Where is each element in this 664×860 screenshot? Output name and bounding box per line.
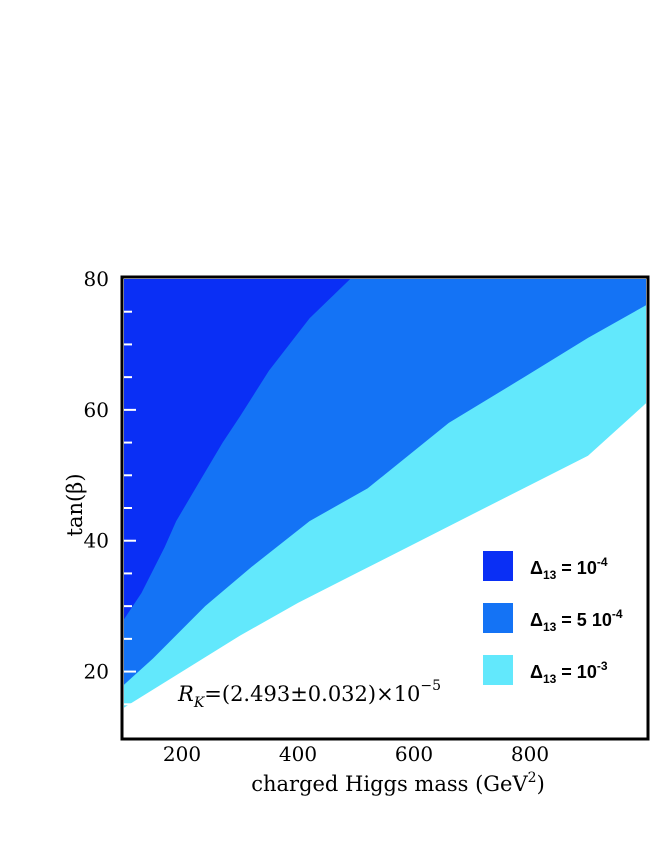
y-axis-label: tan(β) bbox=[63, 473, 87, 536]
x-tick-label: 800 bbox=[511, 742, 549, 766]
x-axis-label-sup: 2 bbox=[528, 770, 537, 786]
band-series-0 bbox=[124, 279, 646, 620]
legend: Δ13 = 10-4 Δ13 = 5 10-4 Δ13 = 10-3 bbox=[483, 551, 623, 686]
axis-ticks bbox=[124, 310, 136, 706]
y-tick-labels: 20 40 60 80 bbox=[84, 267, 109, 684]
x-axis-label: charged Higgs mass (GeV2) bbox=[251, 770, 545, 796]
rk-exponent: −5 bbox=[420, 678, 441, 694]
legend-swatch bbox=[483, 655, 513, 685]
y-tick-label: 80 bbox=[84, 267, 109, 291]
x-axis-label-close: ) bbox=[537, 772, 545, 796]
legend-label: Δ13 = 5 10-4 bbox=[530, 607, 623, 634]
y-tick-label: 40 bbox=[84, 529, 109, 553]
rk-subscript: K bbox=[193, 695, 206, 711]
legend-label: Δ13 = 10-4 bbox=[530, 555, 608, 582]
y-tick-label: 60 bbox=[84, 398, 109, 422]
plot-frame bbox=[120, 275, 650, 741]
y-tick-label: 20 bbox=[84, 660, 109, 684]
legend-label: Δ13 = 10-3 bbox=[530, 659, 608, 686]
x-tick-label: 400 bbox=[279, 742, 317, 766]
x-tick-labels: 200 400 600 800 bbox=[163, 742, 549, 766]
rk-symbol: R bbox=[177, 682, 194, 706]
legend-swatch bbox=[483, 603, 513, 633]
rk-annotation: RK=(2.493±0.032)×10−5 bbox=[177, 678, 441, 711]
data-bands bbox=[124, 279, 646, 708]
x-tick-label: 600 bbox=[395, 742, 433, 766]
legend-swatch bbox=[483, 551, 513, 581]
rk-value: =(2.493±0.032)×10 bbox=[204, 682, 420, 706]
x-tick-label: 200 bbox=[163, 742, 201, 766]
x-axis-label-main: charged Higgs mass (GeV bbox=[251, 772, 528, 796]
